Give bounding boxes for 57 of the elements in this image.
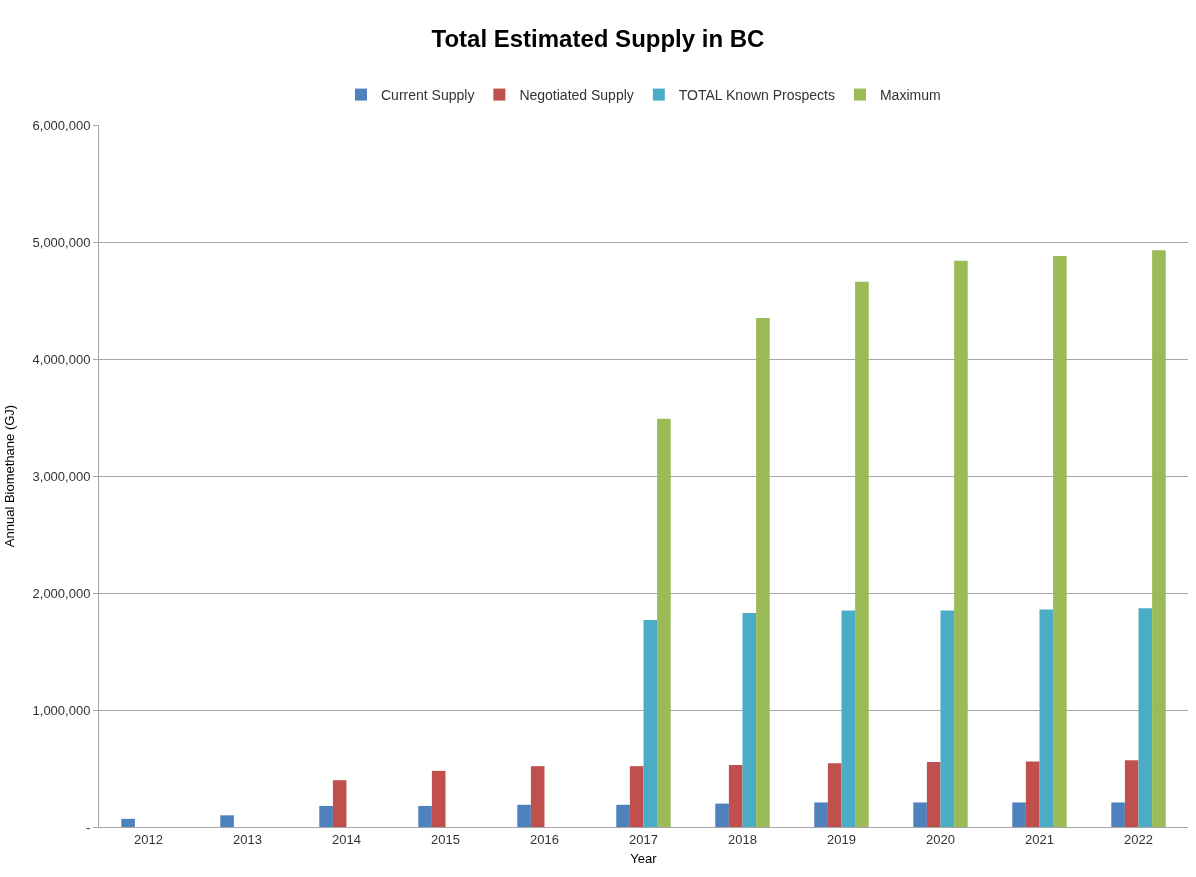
y-tick-label: 2,000,000 bbox=[32, 585, 91, 601]
bar bbox=[1111, 802, 1125, 827]
legend-label: Negotiated Supply bbox=[519, 87, 634, 104]
bar bbox=[1124, 760, 1139, 827]
legend-label: Maximum bbox=[879, 87, 941, 104]
bar bbox=[913, 802, 927, 827]
bar bbox=[431, 770, 446, 827]
bar bbox=[629, 766, 644, 827]
x-tick-label: 2018 bbox=[728, 831, 757, 847]
x-tick-label: 2022 bbox=[1124, 831, 1153, 847]
x-tick-label: 2020 bbox=[926, 831, 955, 847]
x-tick-label: 2021 bbox=[1025, 831, 1054, 847]
bar bbox=[827, 763, 842, 827]
bar bbox=[814, 802, 828, 827]
bar bbox=[756, 318, 770, 827]
bar bbox=[1025, 761, 1040, 827]
chart-title: Total Estimated Supply in BC bbox=[431, 25, 765, 53]
x-tick-label: 2019 bbox=[827, 831, 856, 847]
bar bbox=[926, 762, 941, 827]
bar bbox=[1152, 250, 1166, 827]
x-tick-label: 2013 bbox=[233, 831, 262, 847]
x-tick-label: 2016 bbox=[530, 831, 559, 847]
y-tick-label: 5,000,000 bbox=[32, 234, 91, 250]
bar bbox=[841, 610, 856, 827]
bar bbox=[1138, 608, 1153, 827]
bar bbox=[530, 766, 545, 827]
y-tick-label: 1,000,000 bbox=[32, 702, 91, 718]
legend-label: TOTAL Known Prospects bbox=[678, 87, 835, 104]
bar bbox=[121, 818, 135, 827]
bar bbox=[1053, 256, 1067, 827]
y-tick-label: 3,000,000 bbox=[32, 468, 91, 484]
bar bbox=[1012, 802, 1026, 827]
bar bbox=[220, 815, 234, 827]
bar bbox=[319, 805, 333, 827]
bar bbox=[715, 803, 729, 827]
bar bbox=[517, 804, 531, 827]
bar bbox=[418, 805, 432, 827]
x-tick-label: 2012 bbox=[134, 831, 163, 847]
legend-label: Current Supply bbox=[381, 87, 475, 104]
bar bbox=[728, 764, 743, 827]
y-axis-title: Annual Biomethane (GJ) bbox=[1, 404, 17, 548]
y-tick-label: 4,000,000 bbox=[32, 351, 91, 367]
bar bbox=[855, 281, 869, 827]
bar bbox=[742, 612, 757, 827]
bar bbox=[616, 804, 630, 827]
bar bbox=[1039, 609, 1054, 827]
bar bbox=[657, 418, 671, 827]
x-tick-label: 2015 bbox=[431, 831, 460, 847]
x-tick-label: 2017 bbox=[629, 831, 658, 847]
bar bbox=[954, 260, 968, 827]
x-tick-label: 2014 bbox=[332, 831, 361, 847]
bar bbox=[643, 619, 658, 827]
bar bbox=[332, 780, 347, 827]
x-axis-title: Year bbox=[630, 851, 658, 867]
y-tick-label: 6,000,000 bbox=[32, 117, 91, 133]
bar bbox=[940, 610, 955, 827]
y-tick-label: - bbox=[86, 819, 91, 835]
